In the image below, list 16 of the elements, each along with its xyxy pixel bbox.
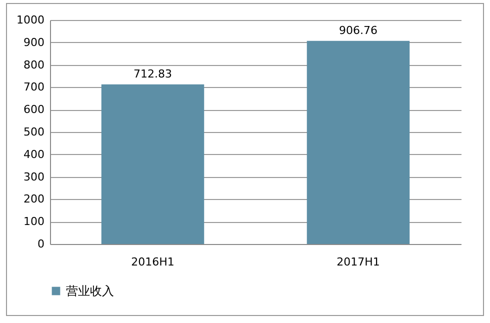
y-tick-label: 300	[24, 170, 44, 184]
y-tick-label: 900	[24, 36, 44, 49]
y-tick-label: 400	[24, 148, 44, 161]
y-tick-label: 700	[24, 80, 44, 94]
y-tick-label: 600	[24, 103, 44, 116]
legend-label: 营业收入	[66, 284, 114, 298]
y-tick-label: 0	[38, 238, 44, 250]
y-tick-label: 200	[24, 192, 44, 206]
y-tick-label: 1000	[16, 14, 44, 26]
x-tick-label: 2017H1	[336, 256, 380, 268]
y-tick-label: 100	[24, 215, 44, 228]
data-label: 906.76	[339, 24, 378, 37]
y-tick-label: 500	[24, 126, 44, 138]
x-tick-label: 2016H1	[131, 256, 174, 268]
data-label: 712.83	[134, 67, 172, 80]
y-tick-label: 800	[24, 58, 44, 72]
